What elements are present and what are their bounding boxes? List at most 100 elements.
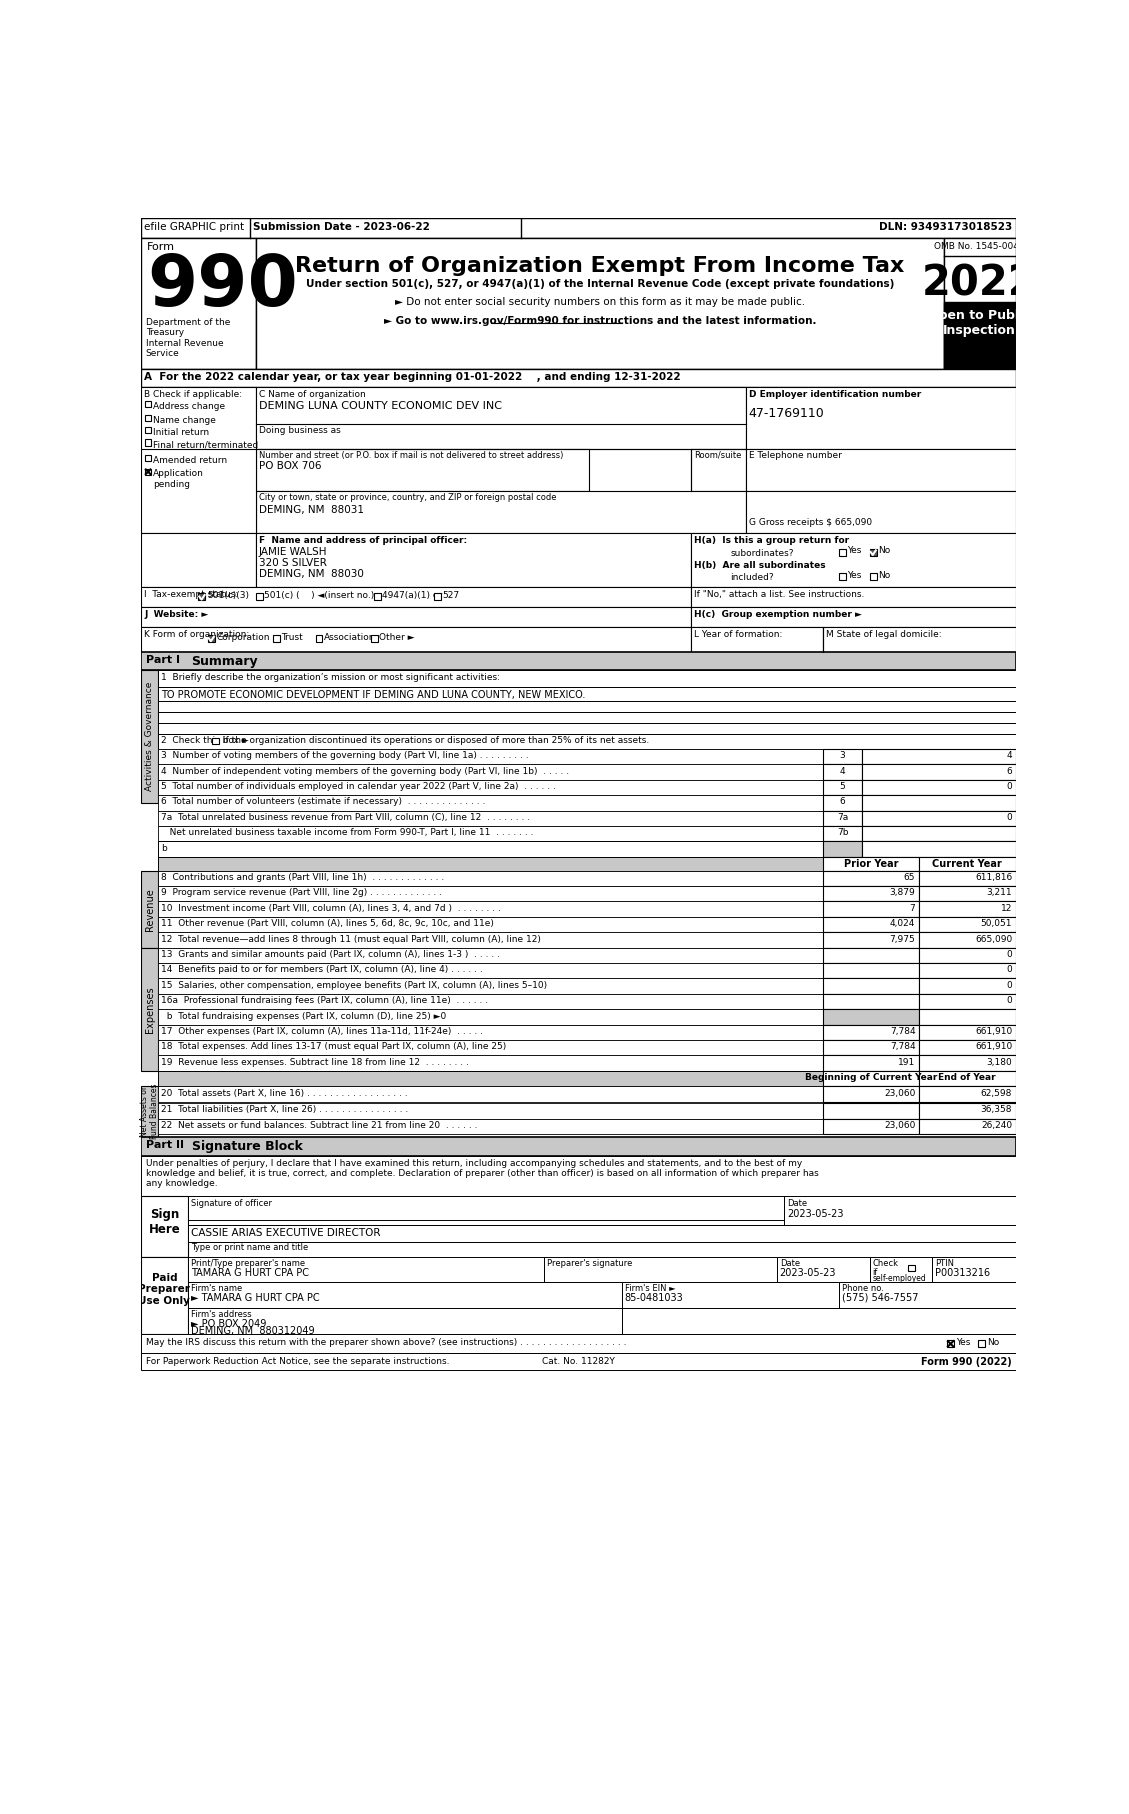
Text: End of Year: End of Year bbox=[938, 1074, 996, 1083]
Text: 47-1769110: 47-1769110 bbox=[749, 406, 824, 421]
Text: Yes: Yes bbox=[955, 1339, 970, 1348]
Bar bbox=[823, 994, 919, 1009]
Text: Association: Association bbox=[324, 633, 376, 642]
Bar bbox=[622, 1308, 1016, 1333]
Bar bbox=[823, 1070, 919, 1087]
Bar bbox=[839, 573, 846, 580]
Bar bbox=[187, 1308, 622, 1333]
Bar bbox=[158, 671, 1016, 688]
Bar bbox=[823, 885, 919, 902]
Bar bbox=[158, 825, 823, 842]
Text: 6  Total number of volunteers (estimate if necessary)  . . . . . . . . . . . . .: 6 Total number of volunteers (estimate i… bbox=[161, 798, 485, 807]
Text: Room/suite: Room/suite bbox=[693, 452, 741, 461]
Bar bbox=[823, 1009, 919, 1025]
Text: TAMARA G HURT CPA PC: TAMARA G HURT CPA PC bbox=[191, 1268, 308, 1277]
Bar bbox=[691, 608, 1016, 628]
Bar bbox=[919, 932, 1016, 947]
Bar bbox=[823, 1056, 919, 1070]
Text: 4947(a)(1) or: 4947(a)(1) or bbox=[382, 591, 443, 600]
Text: Under section 501(c), 527, or 4947(a)(1) of the Internal Revenue Code (except pr: Under section 501(c), 527, or 4947(a)(1)… bbox=[306, 279, 894, 288]
Bar bbox=[141, 671, 158, 804]
Text: knowledge and belief, it is true, correct, and complete. Declaration of preparer: knowledge and belief, it is true, correc… bbox=[146, 1170, 819, 1179]
Bar bbox=[141, 368, 1016, 386]
Bar bbox=[823, 963, 919, 978]
Text: Summary: Summary bbox=[192, 655, 259, 668]
Text: 4  Number of independent voting members of the governing body (Part VI, line 1b): 4 Number of independent voting members o… bbox=[161, 767, 569, 776]
Text: 3  Number of voting members of the governing body (Part VI, line 1a) . . . . . .: 3 Number of voting members of the govern… bbox=[161, 751, 528, 760]
Text: Amended return: Amended return bbox=[152, 455, 227, 464]
Bar bbox=[158, 795, 823, 811]
Text: OMB No. 1545-0047: OMB No. 1545-0047 bbox=[935, 243, 1025, 252]
Text: 13  Grants and similar amounts paid (Part IX, column (A), lines 1-3 )  . . . . .: 13 Grants and similar amounts paid (Part… bbox=[161, 951, 500, 960]
Bar bbox=[861, 811, 1016, 825]
Text: Other ►: Other ► bbox=[379, 633, 414, 642]
Text: 7b: 7b bbox=[837, 829, 848, 838]
Bar bbox=[145, 455, 151, 461]
Text: 0: 0 bbox=[1006, 813, 1013, 822]
Bar bbox=[823, 856, 919, 871]
Bar bbox=[919, 1056, 1016, 1070]
Text: subordinates?: subordinates? bbox=[730, 550, 794, 557]
Bar bbox=[141, 1195, 187, 1257]
Bar bbox=[158, 1039, 823, 1056]
Bar bbox=[861, 780, 1016, 795]
Text: H(c)  Group exemption number ►: H(c) Group exemption number ► bbox=[694, 610, 863, 619]
Text: Revenue: Revenue bbox=[145, 887, 155, 931]
Text: Preparer's signature: Preparer's signature bbox=[548, 1259, 632, 1268]
Text: Part II: Part II bbox=[146, 1141, 184, 1150]
Text: Under penalties of perjury, I declare that I have examined this return, includin: Under penalties of perjury, I declare th… bbox=[146, 1159, 802, 1168]
Bar bbox=[256, 492, 745, 533]
Text: 3,180: 3,180 bbox=[987, 1058, 1013, 1067]
Text: 16a  Professional fundraising fees (Part IX, column (A), line 11e)  . . . . . .: 16a Professional fundraising fees (Part … bbox=[161, 996, 489, 1005]
Text: 17  Other expenses (Part IX, column (A), lines 11a-11d, 11f-24e)  . . . . .: 17 Other expenses (Part IX, column (A), … bbox=[161, 1027, 483, 1036]
Text: Firm's address: Firm's address bbox=[191, 1310, 252, 1319]
Bar bbox=[145, 415, 151, 421]
Text: 0: 0 bbox=[1006, 782, 1013, 791]
Bar bbox=[839, 1282, 1016, 1308]
Bar bbox=[823, 825, 861, 842]
Text: Type or print name and title: Type or print name and title bbox=[191, 1243, 308, 1252]
Bar bbox=[861, 749, 1016, 764]
Text: H(b)  Are all subordinates: H(b) Are all subordinates bbox=[694, 561, 826, 570]
Bar bbox=[158, 902, 823, 916]
Text: 4: 4 bbox=[1007, 751, 1013, 760]
Text: 2023-05-23: 2023-05-23 bbox=[780, 1268, 837, 1277]
Bar bbox=[158, 916, 823, 932]
Bar bbox=[273, 635, 280, 642]
Bar bbox=[823, 749, 861, 764]
Bar bbox=[158, 764, 823, 780]
Bar bbox=[691, 533, 1016, 588]
Bar bbox=[823, 1103, 919, 1119]
Bar bbox=[861, 842, 1016, 856]
Bar bbox=[145, 468, 151, 475]
Bar bbox=[869, 1257, 931, 1282]
Bar bbox=[141, 871, 158, 947]
Text: Signature Block: Signature Block bbox=[192, 1141, 303, 1154]
Bar bbox=[145, 401, 151, 406]
Text: Print/Type preparer's name: Print/Type preparer's name bbox=[191, 1259, 305, 1268]
Bar bbox=[158, 871, 823, 885]
Text: Paid
Preparer
Use Only: Paid Preparer Use Only bbox=[139, 1273, 191, 1306]
Bar bbox=[141, 608, 691, 628]
Text: L Year of formation:: L Year of formation: bbox=[694, 631, 782, 639]
Text: PTIN: PTIN bbox=[935, 1259, 954, 1268]
Bar bbox=[622, 1282, 839, 1308]
Bar bbox=[158, 1103, 823, 1119]
Text: Check: Check bbox=[873, 1259, 899, 1268]
Text: 15  Salaries, other compensation, employee benefits (Part IX, column (A), lines : 15 Salaries, other compensation, employe… bbox=[161, 981, 548, 990]
Bar bbox=[944, 238, 1016, 368]
Text: self-employed: self-employed bbox=[873, 1273, 927, 1282]
Text: 36,358: 36,358 bbox=[981, 1105, 1013, 1114]
Bar bbox=[919, 947, 1016, 963]
Text: 2  Check this box ►: 2 Check this box ► bbox=[161, 736, 250, 746]
Bar bbox=[141, 1333, 1016, 1353]
Text: PO BOX 706: PO BOX 706 bbox=[259, 461, 322, 472]
Bar bbox=[158, 733, 1016, 749]
Bar bbox=[158, 1025, 823, 1039]
Bar bbox=[919, 1039, 1016, 1056]
Text: No: No bbox=[987, 1339, 999, 1348]
Text: Sign
Here: Sign Here bbox=[149, 1208, 181, 1235]
Bar bbox=[158, 702, 1016, 713]
Text: Application
pending: Application pending bbox=[152, 470, 203, 488]
Text: 661,910: 661,910 bbox=[975, 1043, 1013, 1052]
